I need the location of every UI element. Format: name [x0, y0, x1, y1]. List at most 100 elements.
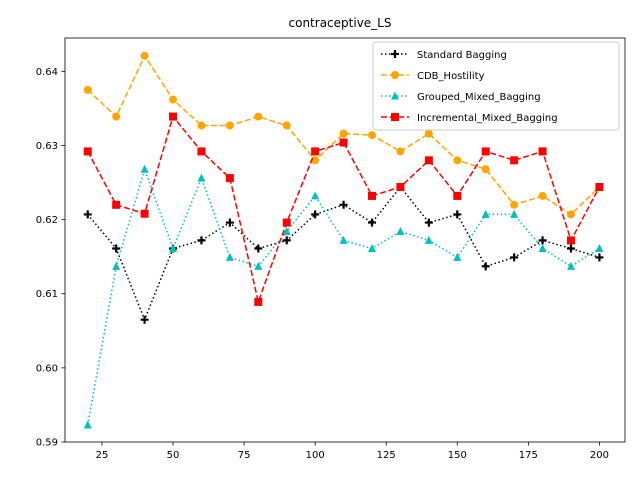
x-tick-label: 75 — [238, 450, 251, 461]
data-point — [197, 173, 206, 182]
data-point — [566, 244, 575, 253]
legend-box — [372, 41, 620, 131]
legend-marker — [391, 91, 399, 100]
x-tick-label: 25 — [96, 450, 109, 461]
data-point — [538, 191, 547, 200]
data-point — [510, 253, 519, 262]
data-point — [566, 236, 575, 245]
x-tick-label: 200 — [590, 450, 609, 461]
x-tick-label: 125 — [377, 450, 396, 461]
data-point — [197, 121, 206, 130]
data-point — [83, 85, 92, 94]
legend-label: Incremental_Mixed_Bagging — [417, 113, 558, 124]
legend-marker — [391, 71, 399, 79]
data-point — [254, 297, 263, 306]
data-point — [112, 261, 121, 270]
data-point — [254, 261, 263, 270]
data-point — [140, 51, 149, 60]
data-point — [112, 200, 121, 209]
data-point — [254, 244, 263, 253]
series-incremental-mixed-bagging — [83, 112, 604, 306]
legend-label: CDB_Hostility — [417, 71, 485, 82]
data-point — [311, 210, 320, 219]
plot-frame — [64, 37, 626, 443]
data-point — [481, 262, 490, 271]
data-point — [140, 209, 149, 218]
y-tick-label: 0.59 — [36, 438, 58, 449]
data-point — [140, 315, 149, 324]
data-point — [510, 200, 519, 209]
data-point — [368, 244, 377, 253]
data-point — [339, 200, 348, 209]
data-point — [481, 209, 490, 218]
data-point — [453, 156, 462, 165]
y-tick-label: 0.64 — [36, 67, 58, 78]
data-point — [282, 218, 291, 227]
data-point — [396, 182, 405, 191]
legend-marker — [391, 113, 399, 121]
data-point — [424, 218, 433, 227]
data-point — [83, 147, 92, 156]
data-point — [311, 147, 320, 156]
data-point — [396, 226, 405, 235]
data-point — [510, 156, 519, 165]
data-point — [112, 244, 121, 253]
legend: Standard Bagging CDB_Hostility Grouped_Mix… — [372, 41, 620, 131]
x-tick-label: 100 — [306, 450, 325, 461]
data-point — [368, 191, 377, 200]
data-point — [566, 210, 575, 219]
data-point — [424, 235, 433, 244]
legend-label: Grouped_Mixed_Bagging — [417, 92, 541, 103]
x-axis: 25 50 75 100 125 150 175 200 — [96, 442, 609, 461]
y-tick-label: 0.63 — [36, 141, 58, 152]
data-point — [169, 244, 178, 253]
y-axis: 0.59 0.60 0.61 0.62 0.63 0.64 — [36, 67, 65, 449]
y-tick-label: 0.62 — [36, 215, 58, 226]
x-tick-label: 175 — [519, 450, 538, 461]
legend-marker — [391, 50, 399, 58]
data-point — [481, 165, 490, 174]
data-point — [197, 147, 206, 156]
data-point — [595, 253, 604, 262]
legend-item: Grouped_Mixed_Bagging — [381, 91, 541, 103]
data-point — [538, 244, 547, 253]
data-point — [311, 191, 320, 200]
data-point — [225, 121, 234, 130]
data-point — [83, 420, 92, 429]
data-point — [595, 244, 604, 253]
data-point — [339, 129, 348, 138]
data-point — [453, 210, 462, 219]
data-point — [538, 236, 547, 245]
data-point — [453, 252, 462, 261]
x-tick-label: 150 — [448, 450, 467, 461]
legend-label: Standard Bagging — [417, 50, 507, 61]
y-tick-label: 0.60 — [36, 363, 58, 374]
data-point — [112, 112, 121, 121]
data-point — [225, 174, 234, 183]
legend-item: Incremental_Mixed_Bagging — [381, 113, 558, 124]
data-point — [538, 147, 547, 156]
data-point — [424, 129, 433, 138]
data-point — [282, 121, 291, 130]
data-point — [566, 261, 575, 270]
data-point — [339, 138, 348, 147]
data-point — [282, 226, 291, 235]
x-tick-label: 50 — [167, 450, 180, 461]
data-point — [481, 147, 490, 156]
y-tick-label: 0.61 — [36, 289, 58, 300]
data-point — [254, 112, 263, 121]
series-standard-bagging — [83, 182, 604, 324]
data-point — [368, 131, 377, 140]
data-point — [339, 235, 348, 244]
data-point — [424, 156, 433, 165]
data-point — [197, 236, 206, 245]
series-grouped-mixed-bagging — [83, 164, 604, 429]
chart-title: contraceptive_LS — [289, 16, 392, 30]
data-point — [225, 252, 234, 261]
data-point — [396, 147, 405, 156]
data-point — [368, 218, 377, 227]
data-point — [83, 210, 92, 219]
legend-item: CDB_Hostility — [381, 71, 485, 82]
legend-item: Standard Bagging — [381, 50, 507, 61]
